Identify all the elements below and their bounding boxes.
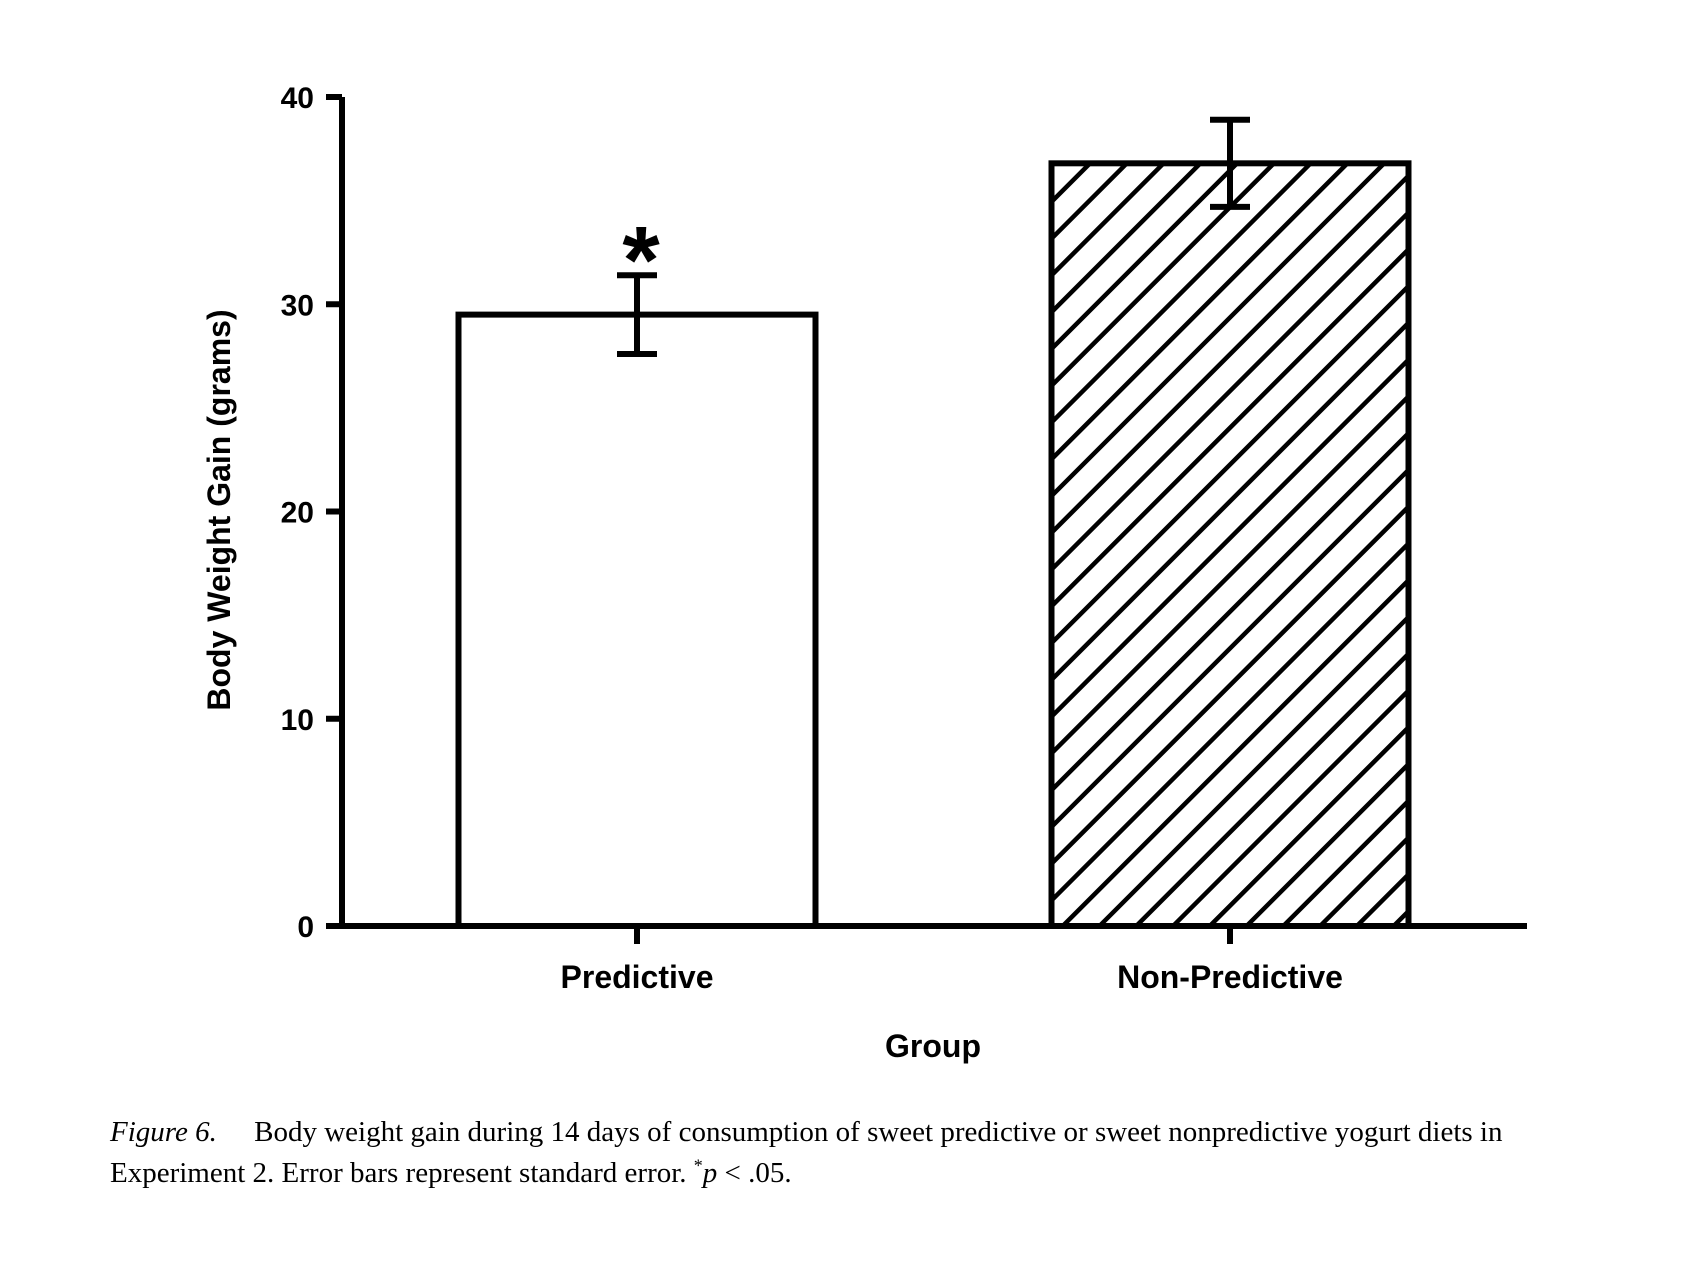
y-tick-label: 40 — [281, 82, 314, 115]
y-tick-label: 30 — [281, 289, 314, 322]
y-tick-label: 20 — [281, 497, 314, 530]
x-tick-label: Non-Predictive — [1117, 959, 1343, 995]
caption-sig-marker: * — [693, 1155, 703, 1176]
y-axis-title: Body Weight Gain (grams) — [201, 309, 237, 710]
bar-predictive — [455, 311, 819, 929]
y-tick-label: 0 — [297, 911, 314, 944]
bars — [455, 160, 1412, 929]
significance-markers: * — [622, 207, 660, 314]
x-tick-label: Predictive — [561, 959, 714, 995]
y-tick-label: 10 — [281, 704, 314, 737]
caption-text: Body weight gain during 14 days of consu… — [110, 1116, 1503, 1189]
error-bar — [617, 272, 657, 357]
x-ticks: Predictive Non-Predictive — [561, 926, 1343, 995]
error-bars — [617, 116, 1250, 357]
x-axis-title: Group — [885, 1028, 981, 1064]
figure-caption: Figure 6. Body weight gain during 14 day… — [110, 1112, 1630, 1194]
significance-asterisk: * — [622, 207, 660, 314]
y-ticks: 0 10 20 30 40 — [281, 82, 342, 944]
error-bar — [1210, 116, 1250, 210]
bar-non-predictive — [1048, 160, 1412, 929]
caption-p-value: < .05. — [724, 1157, 792, 1189]
caption-p-symbol: p — [702, 1157, 718, 1189]
figure-label: Figure 6. — [110, 1116, 217, 1148]
